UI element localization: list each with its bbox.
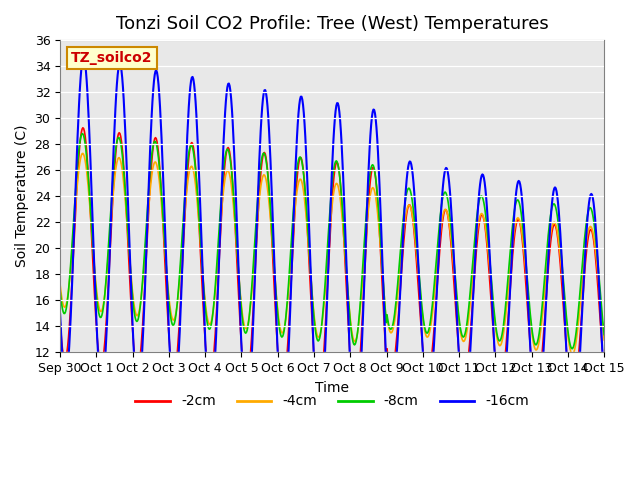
-4cm bbox=[123, 216, 131, 222]
-8cm bbox=[568, 346, 576, 351]
-2cm bbox=[351, 396, 359, 402]
-16cm bbox=[400, 221, 408, 227]
-4cm bbox=[399, 236, 407, 241]
-16cm bbox=[56, 312, 64, 317]
Legend: -2cm, -4cm, -8cm, -16cm: -2cm, -4cm, -8cm, -16cm bbox=[130, 389, 534, 414]
Line: -8cm: -8cm bbox=[60, 133, 604, 348]
Line: -4cm: -4cm bbox=[60, 154, 604, 354]
-2cm bbox=[178, 271, 186, 276]
-2cm bbox=[66, 314, 74, 320]
-16cm bbox=[66, 329, 74, 335]
-4cm bbox=[79, 151, 86, 156]
-2cm bbox=[79, 125, 86, 131]
-8cm bbox=[123, 210, 131, 216]
-16cm bbox=[416, 288, 424, 293]
-8cm bbox=[178, 235, 186, 241]
-16cm bbox=[352, 428, 360, 434]
Y-axis label: Soil Temperature (C): Soil Temperature (C) bbox=[15, 125, 29, 267]
-4cm bbox=[178, 247, 186, 252]
Line: -16cm: -16cm bbox=[60, 57, 604, 431]
-8cm bbox=[207, 324, 214, 330]
-8cm bbox=[56, 288, 64, 294]
-2cm bbox=[207, 375, 214, 381]
X-axis label: Time: Time bbox=[315, 381, 349, 395]
-8cm bbox=[78, 131, 86, 136]
-16cm bbox=[123, 165, 131, 170]
-4cm bbox=[56, 282, 64, 288]
-8cm bbox=[399, 219, 407, 225]
-2cm bbox=[416, 303, 424, 309]
-16cm bbox=[178, 272, 186, 278]
-4cm bbox=[207, 320, 214, 326]
Title: Tonzi Soil CO2 Profile: Tree (West) Temperatures: Tonzi Soil CO2 Profile: Tree (West) Temp… bbox=[116, 15, 548, 33]
-4cm bbox=[568, 351, 576, 357]
-2cm bbox=[400, 240, 408, 245]
-2cm bbox=[600, 371, 608, 377]
Text: TZ_soilco2: TZ_soilco2 bbox=[71, 51, 152, 65]
-8cm bbox=[66, 271, 74, 276]
-16cm bbox=[80, 54, 88, 60]
-16cm bbox=[600, 382, 608, 387]
-2cm bbox=[56, 319, 64, 324]
-8cm bbox=[600, 332, 608, 337]
-4cm bbox=[66, 273, 74, 279]
-2cm bbox=[123, 216, 131, 222]
-4cm bbox=[600, 337, 608, 343]
Line: -2cm: -2cm bbox=[60, 128, 604, 399]
-16cm bbox=[207, 402, 214, 408]
-4cm bbox=[415, 275, 422, 281]
-8cm bbox=[415, 269, 422, 275]
